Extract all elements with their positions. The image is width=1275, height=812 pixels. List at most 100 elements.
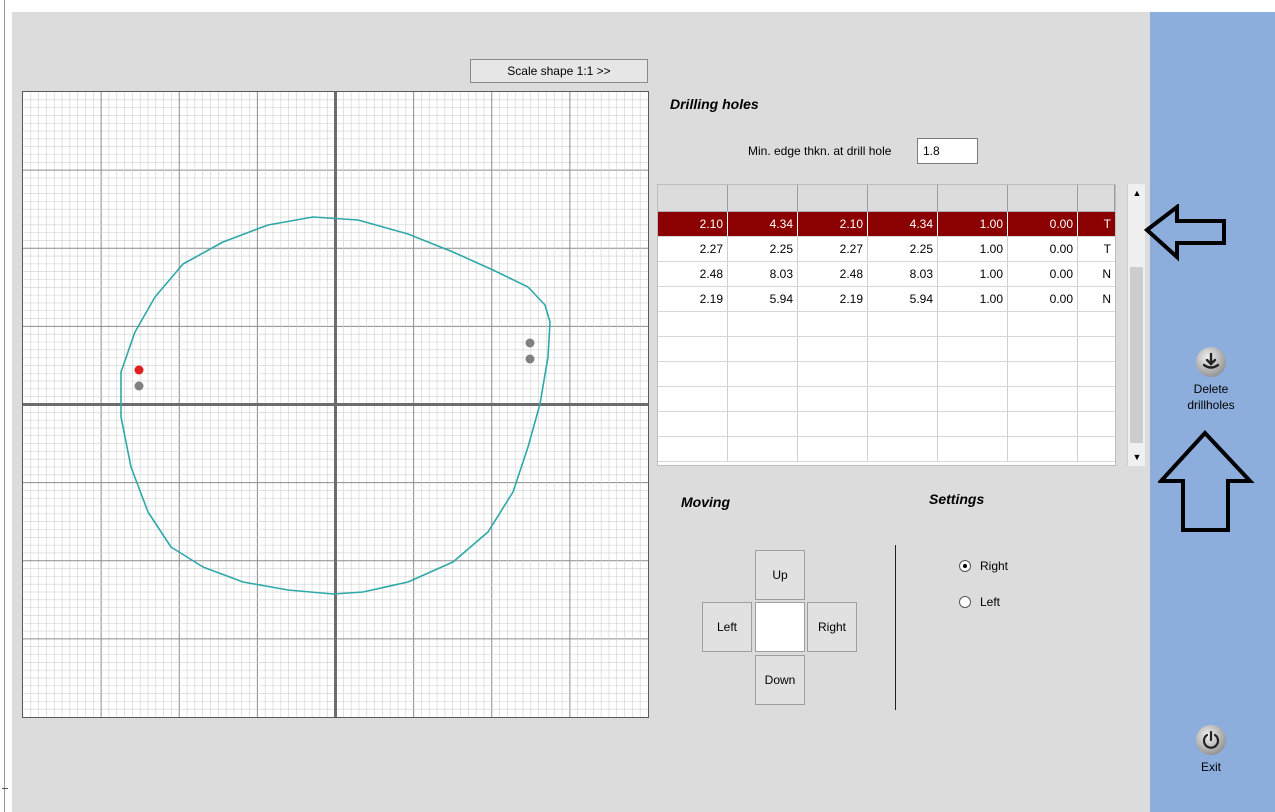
- table-cell: [868, 412, 938, 436]
- exit-label: Exit: [1200, 760, 1221, 774]
- lens-shape-outline: [120, 216, 551, 595]
- move-up-button[interactable]: Up: [755, 550, 805, 600]
- scroll-down-arrow-icon[interactable]: ▼: [1129, 449, 1145, 465]
- drill-hole[interactable]: [525, 338, 535, 348]
- table-cell: [658, 337, 728, 361]
- table-cell: [658, 437, 728, 461]
- table-row[interactable]: [658, 412, 1115, 437]
- table-cell: [798, 412, 868, 436]
- side-panel: [1150, 12, 1275, 812]
- delete-drill-icon: [1196, 347, 1226, 377]
- table-row[interactable]: 2.27 2.25 2.27 2.25 1.00 0.00 T: [658, 237, 1115, 262]
- radio-option-right[interactable]: Right: [959, 559, 1008, 573]
- delete-label-line2: drillholes: [1187, 398, 1235, 412]
- scroll-up-arrow-icon[interactable]: ▲: [1129, 185, 1145, 201]
- scale-shape-button[interactable]: Scale shape 1:1 >>: [470, 59, 648, 83]
- table-cell: 5.94: [868, 287, 938, 311]
- table-cell: 2.48: [798, 262, 868, 286]
- table-cell: [1078, 312, 1115, 336]
- table-header-cell[interactable]: [938, 185, 1008, 211]
- table-cell: 0.00: [1008, 212, 1078, 236]
- table-cell: [728, 337, 798, 361]
- radio-label: Right: [980, 559, 1009, 573]
- table-cell: [1008, 362, 1078, 386]
- table-cell: T: [1103, 242, 1111, 256]
- table-cell: 8.03: [868, 262, 938, 286]
- table-body: 2.10 4.34 2.10 4.34 1.00 0.00 T 2.27 2.25 2.27 2.2…: [658, 212, 1115, 462]
- table-cell: [798, 387, 868, 411]
- table-row[interactable]: [658, 387, 1115, 412]
- table-scrollbar[interactable]: ▲ ▼: [1127, 184, 1145, 466]
- table-row[interactable]: 2.10 4.34 2.10 4.34 1.00 0.00 T: [658, 212, 1115, 237]
- table-header-row: [658, 185, 1115, 212]
- drill-hole-table[interactable]: 2.10 4.34 2.10 4.34 1.00 0.00 T 2.27 2.25 2.27 2.2…: [657, 184, 1116, 466]
- table-cell: 2.48: [658, 262, 728, 286]
- settings-divider: [895, 545, 896, 710]
- move-center-pad: [755, 602, 805, 652]
- move-right-button[interactable]: Right: [807, 602, 857, 652]
- table-cell: [728, 412, 798, 436]
- scroll-thumb[interactable]: [1130, 267, 1143, 443]
- table-row[interactable]: [658, 337, 1115, 362]
- settings-title: Settings: [929, 491, 985, 507]
- table-cell: 2.19: [798, 287, 868, 311]
- table-cell: [938, 337, 1008, 361]
- table-cell: [1008, 337, 1078, 361]
- power-icon: [1196, 725, 1226, 755]
- table-row[interactable]: [658, 312, 1115, 337]
- table-cell: 2.19: [658, 287, 728, 311]
- table-cell: [938, 387, 1008, 411]
- table-cell: [938, 437, 1008, 461]
- table-cell: [658, 387, 728, 411]
- table-cell: 2.25: [728, 237, 798, 261]
- grid-svg: [23, 92, 648, 717]
- table-cell: [938, 412, 1008, 436]
- table-cell: 0.00: [1008, 262, 1078, 286]
- table-cell: [798, 312, 868, 336]
- table-cell: [728, 362, 798, 386]
- table-cell: [868, 312, 938, 336]
- delete-drillholes-button[interactable]: Delete drillholes: [1161, 347, 1261, 413]
- table-row[interactable]: 2.48 8.03 2.48 8.03 1.00 0.00 N: [658, 262, 1115, 287]
- table-header-cell[interactable]: [658, 185, 728, 211]
- table-cell: [938, 362, 1008, 386]
- move-left-button[interactable]: Left: [702, 602, 752, 652]
- radio-button[interactable]: [959, 596, 971, 608]
- drill-hole[interactable]: [525, 354, 535, 364]
- shape-grid-canvas[interactable]: [22, 91, 649, 718]
- table-row[interactable]: 2.19 5.94 2.19 5.94 1.00 0.00 N: [658, 287, 1115, 312]
- drilling-holes-title: Drilling holes: [670, 96, 759, 112]
- table-cell: [798, 362, 868, 386]
- table-cell: [728, 387, 798, 411]
- table-cell: 0.00: [1008, 287, 1078, 311]
- table-cell: 1.00: [938, 287, 1008, 311]
- min-edge-input[interactable]: [917, 138, 978, 164]
- table-cell: [658, 362, 728, 386]
- table-cell: [1078, 337, 1115, 361]
- table-cell: [868, 337, 938, 361]
- table-cell: [1078, 437, 1115, 461]
- radio-button[interactable]: [959, 560, 971, 572]
- table-header-cell[interactable]: [868, 185, 938, 211]
- table-cell: [868, 437, 938, 461]
- exit-button[interactable]: Exit: [1161, 725, 1261, 775]
- table-cell: [728, 437, 798, 461]
- radio-option-left[interactable]: Left: [959, 595, 1000, 609]
- table-header-cell[interactable]: [798, 185, 868, 211]
- table-cell: 2.10: [658, 212, 728, 236]
- table-header-cell[interactable]: [1078, 185, 1115, 211]
- move-down-button[interactable]: Down: [755, 655, 805, 705]
- moving-title: Moving: [681, 494, 730, 510]
- drill-hole-active[interactable]: [134, 365, 144, 375]
- table-cell: [658, 312, 728, 336]
- table-header-cell[interactable]: [1008, 185, 1078, 211]
- table-row[interactable]: [658, 362, 1115, 387]
- table-header-cell[interactable]: [728, 185, 798, 211]
- table-cell: N: [1102, 292, 1111, 306]
- table-cell: [1008, 412, 1078, 436]
- window-left-edge: [0, 0, 5, 812]
- delete-label-line1: Delete: [1193, 382, 1229, 396]
- table-row[interactable]: [658, 437, 1115, 462]
- drill-hole[interactable]: [134, 381, 144, 391]
- table-cell: [1078, 387, 1115, 411]
